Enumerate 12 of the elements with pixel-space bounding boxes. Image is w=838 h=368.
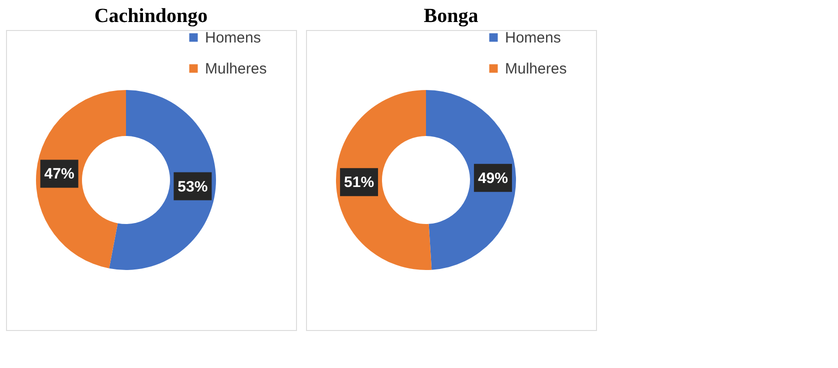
data-label: 53% [178,178,208,196]
donut-slice [36,90,126,268]
legend-label: Homens [205,30,261,46]
legend-label: Homens [505,30,561,46]
data-label: 49% [478,170,508,187]
data-label: 47% [44,166,74,183]
donut-slice [109,90,216,270]
data-label: 51% [344,174,374,192]
legend-label: Mulheres [205,60,267,78]
chart-title: Bonga [424,5,478,27]
chart-title: Cachindongo [94,5,208,27]
legend-label: Mulheres [505,60,567,78]
